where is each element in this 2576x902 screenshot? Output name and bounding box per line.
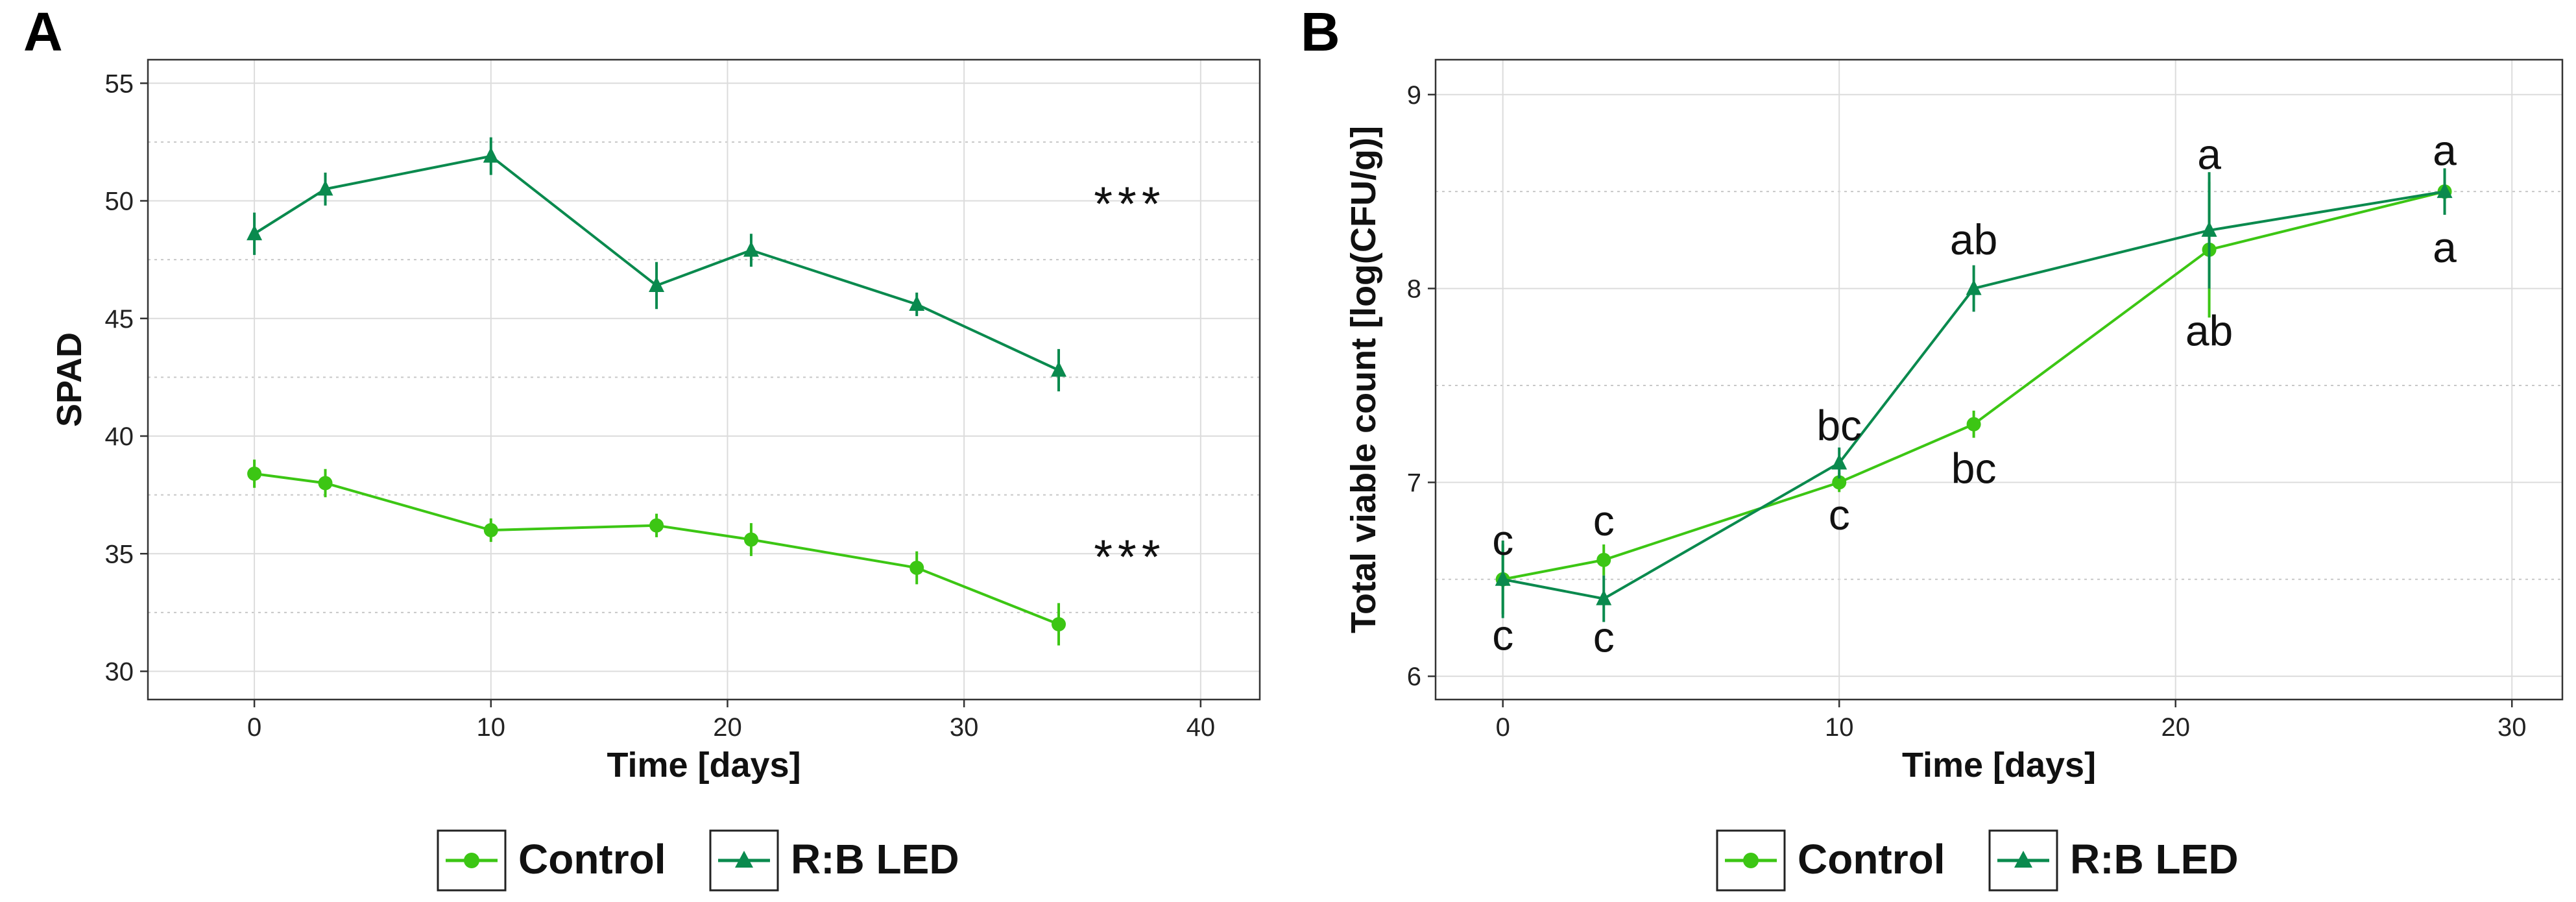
panel-b-led-point-5 (2437, 182, 2453, 199)
panel-a-control-point-2 (483, 523, 498, 537)
panel-b-led-point-2 (1831, 454, 1848, 470)
panel-b-annotation-0: c (1492, 516, 1513, 564)
panel-a-led-point-0 (247, 225, 263, 241)
panel-a-legend-label-control: Control (518, 836, 666, 883)
panel-a-ytick-label-2: 40 (105, 422, 134, 451)
panel-b-control-line (1502, 190, 2446, 581)
panel-b-led-point-3 (1966, 279, 1982, 295)
panel-b-legend-marker-control (1743, 853, 1759, 868)
panel-a-led-point-2 (483, 147, 499, 163)
panel-a-led-point-5 (909, 295, 925, 311)
panel-a-legend-marker-control (464, 853, 479, 868)
panel-b-ytick-label-3: 9 (1407, 81, 1421, 110)
panel-a-control-point-0 (247, 467, 262, 481)
panel-a-control-point-6 (1052, 617, 1066, 631)
panel-b-annotation-2: c (1593, 496, 1615, 544)
panel-b-legend-marker-led (2014, 851, 2032, 868)
panel-b-control-point-2 (1832, 475, 1847, 490)
panel-a-ytick-label-0: 30 (105, 658, 134, 687)
panel-b-xtick-label-0: 0 (1496, 713, 1510, 742)
panel-b-led-line (1502, 190, 2445, 600)
panel-b-annotation-7: bc (1951, 444, 1997, 492)
panel-b-xtick-label-2: 20 (2161, 713, 2190, 742)
panel-b-control-point-3 (1966, 417, 1981, 432)
panel-b-annotation-9: ab (2185, 306, 2233, 354)
panel-a-xtick-label-0: 0 (247, 713, 261, 742)
panel-b-xtick-label-1: 10 (1825, 713, 1854, 742)
panel-b-annotation-11: a (2433, 223, 2457, 271)
panel-b-x-axis-label: Time [days] (1902, 746, 2096, 785)
panel-a-xtick-label-1: 10 (477, 713, 506, 742)
panel-a-xtick-label-3: 30 (950, 713, 979, 742)
panel-b-legend-label-led: R:B LED (2070, 836, 2239, 883)
panel-a-legend-marker-led (735, 851, 753, 868)
panel-a-xtick-label-2: 20 (713, 713, 742, 742)
panel-a-x-axis-label: Time [days] (607, 746, 800, 785)
panel-b-annotation-6: ab (1950, 215, 1997, 263)
panel-b-annotation-5: c (1829, 491, 1850, 539)
panel-b-legend: Control R:B LED (1716, 829, 2239, 892)
panel-b-ytick-label-2: 8 (1407, 275, 1421, 304)
panel-b-annotation-4: bc (1816, 402, 1862, 450)
panel-b-ytick-label-1: 7 (1407, 469, 1421, 497)
panel-a-ytick-label-3: 45 (105, 305, 134, 334)
panel-b-annotation-8: a (2197, 130, 2221, 178)
panel-b-xtick-label-3: 30 (2498, 713, 2527, 742)
panel-b-led-point-0 (1495, 570, 1511, 586)
panel-a-led-point-1 (317, 180, 333, 196)
panel-a-y-axis-label: SPAD (50, 332, 89, 427)
panel-a-letter: A (23, 1, 63, 62)
panel-b-legend-label-control: Control (1798, 836, 1945, 883)
panel-b-annotation-3: c (1593, 613, 1615, 661)
panel-a-annotation-0: *** (1094, 177, 1165, 231)
panel-b-led-point-1 (1596, 589, 1612, 605)
panel-a-control-point-4 (743, 532, 758, 547)
panel-a-legend: Control R:B LED (437, 829, 959, 892)
panel-a-chart: 30 35 40 45 50 55 0 10 20 30 40 Time [days] SPAD *** *… (50, 58, 1261, 892)
panel-b-annotation-1: c (1492, 611, 1513, 659)
panel-a-led-point-4 (743, 241, 759, 257)
panel-b-annotation-10: a (2433, 126, 2457, 174)
panel-a-ytick-label-5: 55 (105, 69, 134, 98)
panel-a-xtick-label-4: 40 (1186, 713, 1216, 742)
panel-a-control-point-1 (318, 476, 333, 491)
panel-b-led-point-4 (2201, 221, 2217, 237)
panel-a-led-point-3 (649, 276, 665, 292)
panel-b-control-point-1 (1596, 552, 1611, 567)
panel-a-control-point-3 (649, 518, 664, 533)
panel-a-plot-frame (147, 58, 1261, 701)
panel-a-control-point-5 (909, 561, 924, 575)
panel-a-annotation-1: *** (1094, 530, 1165, 583)
panel-b-y-axis-label: Total viable count [log(CFU/g)] (1344, 126, 1383, 633)
panel-b-chart: 6 7 8 9 0 10 20 30 Time [days] Total viable count… (1344, 58, 2564, 892)
panel-a-ytick-label-1: 35 (105, 540, 134, 568)
panel-b-plot-frame (1434, 58, 2564, 701)
panel-a-control-line (254, 472, 1059, 626)
panel-b-ytick-label-0: 6 (1407, 663, 1421, 691)
panel-a-ytick-label-4: 50 (105, 188, 134, 216)
panel-b-letter: B (1301, 1, 1340, 62)
panel-a-led-point-6 (1051, 361, 1067, 377)
panel-a-legend-label-led: R:B LED (791, 836, 959, 883)
